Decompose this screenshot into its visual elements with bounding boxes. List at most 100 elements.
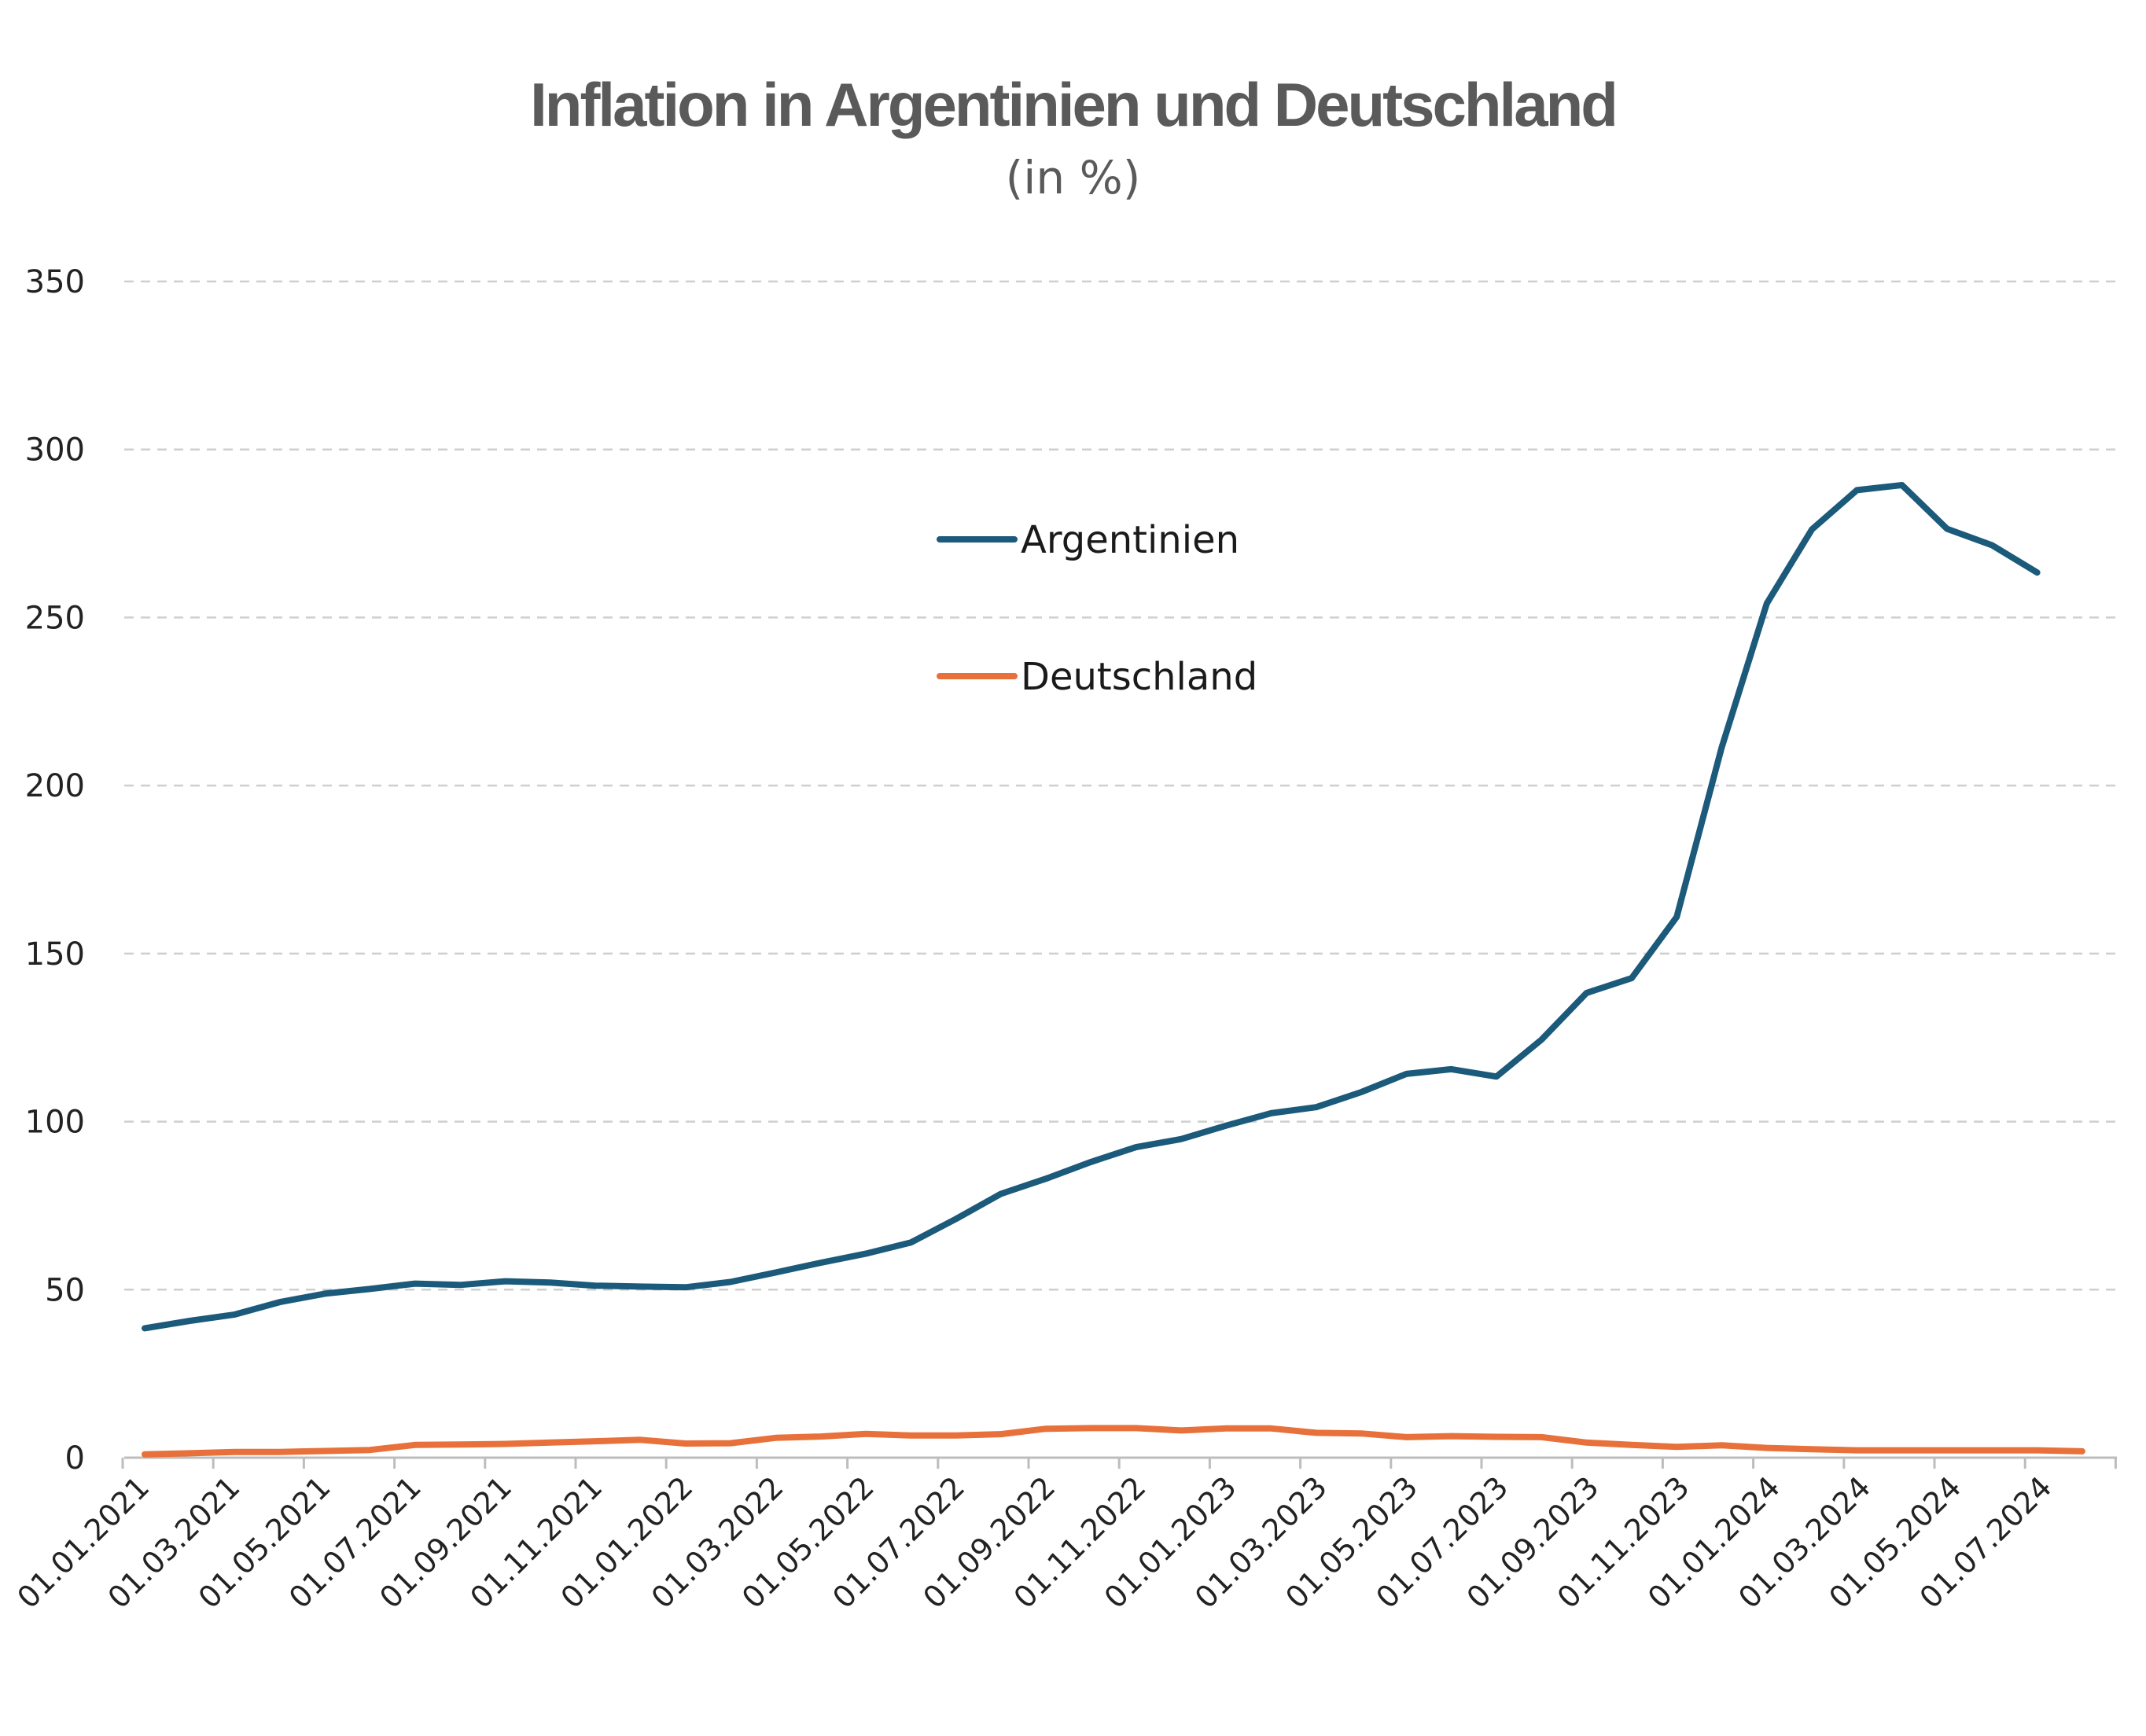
data-point-deutschland — [1358, 1430, 1364, 1436]
data-point-deutschland — [502, 1441, 508, 1447]
legend-label-argentinien: Argentinien — [1021, 518, 1239, 562]
data-point-argentinien — [637, 1283, 643, 1289]
y-tick-label: 350 — [25, 264, 85, 300]
data-point-deutschland — [1088, 1425, 1094, 1431]
data-point-deutschland — [322, 1448, 328, 1454]
y-tick-label: 0 — [65, 1440, 85, 1477]
data-point-argentinien — [1493, 1073, 1500, 1079]
data-point-argentinien — [1809, 526, 1815, 532]
data-point-argentinien — [998, 1191, 1004, 1197]
data-point-deutschland — [1629, 1442, 1635, 1448]
series-line-argentinien — [142, 482, 2041, 1332]
data-point-argentinien — [1403, 1071, 1409, 1077]
data-point-argentinien — [952, 1216, 959, 1222]
data-point-deutschland — [727, 1440, 734, 1447]
data-point-argentinien — [1313, 1104, 1320, 1110]
data-point-argentinien — [1268, 1110, 1274, 1116]
data-point-deutschland — [1989, 1447, 1995, 1454]
x-axis: 01.01.202101.03.202101.05.202101.07.2021… — [10, 1456, 2117, 1615]
data-point-argentinien — [1629, 975, 1635, 981]
legend: Argentinien Deutschland — [937, 518, 1257, 699]
data-point-argentinien — [1223, 1123, 1229, 1129]
data-point-deutschland — [1944, 1447, 1950, 1454]
data-point-argentinien — [1853, 487, 1860, 493]
data-point-argentinien — [1899, 482, 1905, 488]
data-point-argentinien — [1448, 1066, 1455, 1072]
data-point-deutschland — [2034, 1447, 2041, 1454]
data-point-argentinien — [277, 1299, 283, 1305]
data-point-argentinien — [186, 1318, 193, 1324]
data-point-argentinien — [1944, 526, 1950, 532]
data-point-deutschland — [1493, 1434, 1500, 1440]
data-point-argentinien — [2034, 569, 2041, 576]
data-point-deutschland — [1673, 1444, 1680, 1450]
data-point-argentinien — [1989, 542, 1995, 548]
data-point-argentinien — [1719, 744, 1725, 750]
data-point-deutschland — [457, 1441, 463, 1447]
data-point-argentinien — [142, 1325, 148, 1331]
chart-title: Inflation in Argentinien und Deutschland — [530, 70, 1618, 139]
data-point-argentinien — [322, 1290, 328, 1296]
data-point-argentinien — [683, 1284, 689, 1290]
legend-label-deutschland: Deutschland — [1021, 655, 1257, 699]
data-point-argentinien — [412, 1281, 418, 1287]
data-point-deutschland — [142, 1451, 148, 1458]
data-point-deutschland — [547, 1440, 554, 1446]
y-tick-label: 300 — [25, 432, 85, 469]
data-point-argentinien — [1088, 1159, 1094, 1165]
data-point-argentinien — [1133, 1144, 1139, 1150]
series-line-deutschland — [142, 1425, 2085, 1458]
y-tick-label: 100 — [25, 1105, 85, 1141]
data-point-deutschland — [683, 1440, 689, 1447]
data-point-deutschland — [367, 1447, 373, 1453]
y-tick-label: 150 — [25, 936, 85, 973]
series-lines — [142, 482, 2085, 1458]
data-point-deutschland — [772, 1435, 779, 1441]
data-point-deutschland — [1313, 1429, 1320, 1436]
data-point-argentinien — [457, 1282, 463, 1288]
data-point-argentinien — [863, 1251, 869, 1257]
data-point-deutschland — [1268, 1425, 1274, 1432]
data-point-deutschland — [1403, 1434, 1409, 1440]
data-point-argentinien — [907, 1239, 914, 1245]
y-axis-ticks: 0 50 100 150 200 250 300 350 — [25, 264, 85, 1477]
data-point-deutschland — [2079, 1448, 2085, 1455]
data-point-deutschland — [818, 1433, 823, 1440]
data-point-argentinien — [818, 1260, 823, 1266]
data-point-deutschland — [592, 1438, 598, 1444]
data-point-deutschland — [1178, 1427, 1184, 1433]
data-point-deutschland — [1538, 1434, 1544, 1440]
data-point-deutschland — [1584, 1440, 1590, 1446]
data-point-deutschland — [1133, 1425, 1139, 1431]
data-point-argentinien — [727, 1279, 734, 1285]
data-point-deutschland — [907, 1433, 914, 1439]
y-tick-label: 250 — [25, 600, 85, 636]
y-tick-label: 50 — [45, 1272, 85, 1308]
data-point-deutschland — [1223, 1425, 1229, 1432]
data-point-deutschland — [232, 1449, 238, 1455]
data-point-deutschland — [1809, 1446, 1815, 1452]
chart-subtitle: (in %) — [1005, 151, 1141, 204]
data-point-deutschland — [412, 1442, 418, 1448]
data-point-deutschland — [277, 1449, 283, 1455]
data-point-argentinien — [1673, 914, 1680, 920]
data-point-argentinien — [232, 1311, 238, 1318]
data-point-deutschland — [952, 1433, 959, 1439]
data-point-deutschland — [998, 1431, 1004, 1437]
data-point-deutschland — [186, 1450, 193, 1456]
data-point-argentinien — [1538, 1036, 1544, 1043]
data-point-argentinien — [547, 1279, 554, 1285]
data-point-deutschland — [637, 1436, 643, 1443]
data-point-argentinien — [1358, 1089, 1364, 1095]
data-point-argentinien — [1043, 1175, 1049, 1182]
data-point-argentinien — [367, 1285, 373, 1292]
data-point-deutschland — [863, 1431, 869, 1437]
data-point-deutschland — [1448, 1433, 1455, 1440]
y-tick-label: 200 — [25, 768, 85, 804]
data-point-deutschland — [1764, 1445, 1770, 1451]
data-point-deutschland — [1899, 1447, 1905, 1454]
grid-lines — [124, 280, 2117, 1291]
data-point-argentinien — [1178, 1136, 1184, 1142]
data-point-deutschland — [1043, 1425, 1049, 1432]
